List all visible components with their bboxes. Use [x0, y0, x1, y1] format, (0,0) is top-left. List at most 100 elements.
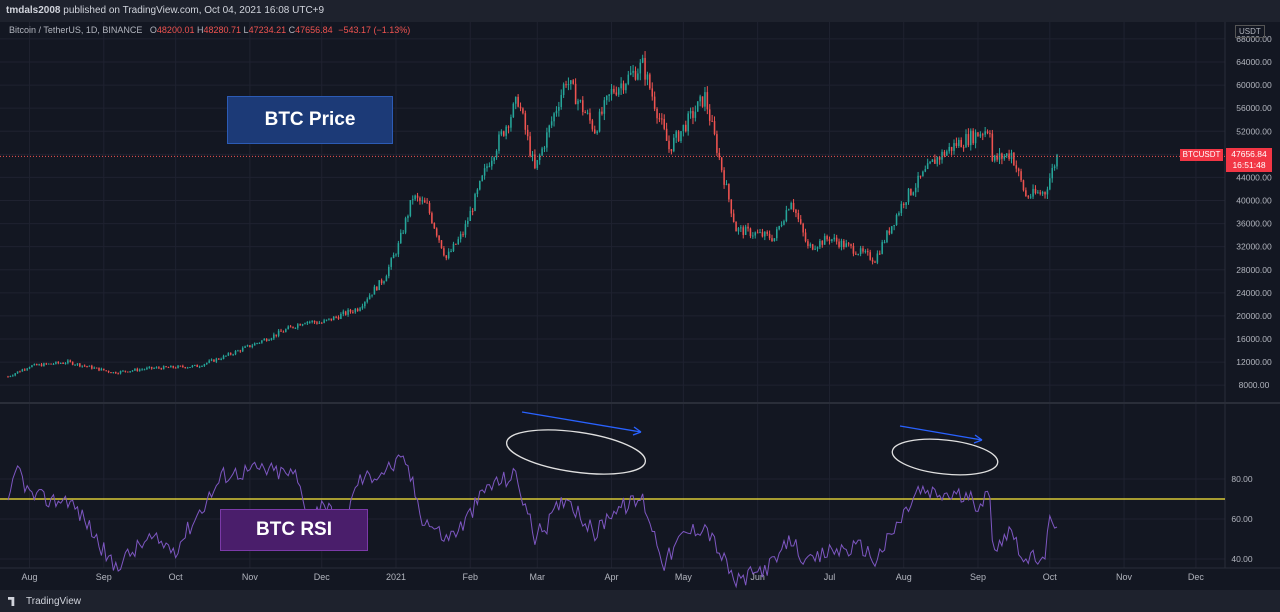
rsi-line [7, 454, 1058, 589]
candle-up [538, 155, 541, 161]
candle-up [993, 155, 996, 161]
x-tick-label: Jun [750, 572, 765, 582]
candle-down [768, 233, 771, 239]
candle-up [625, 83, 627, 91]
candle-up [680, 131, 682, 142]
candle-down [826, 236, 828, 240]
tradingview-logo[interactable]: TradingView [8, 596, 81, 607]
candle-down [685, 124, 687, 132]
currency-unit[interactable]: USDT [1235, 25, 1265, 38]
candle-down [852, 245, 855, 254]
candle-down [835, 237, 838, 242]
author-name[interactable]: tmdals2008 [6, 5, 61, 16]
y-tick-label: 56000.00 [1236, 103, 1272, 113]
candle-up [206, 362, 208, 365]
candle-up [754, 232, 757, 236]
divergence-ellipse[interactable] [891, 435, 1000, 480]
candle-up [931, 159, 934, 162]
candle-down [874, 261, 876, 263]
price-annotation[interactable]: BTC Price [227, 96, 393, 144]
divergence-arrow[interactable] [521, 411, 642, 433]
candle-up [450, 251, 452, 253]
candle-up [399, 232, 402, 244]
candle-down [462, 234, 464, 236]
candle-down [843, 240, 845, 248]
candle-up [787, 209, 790, 211]
candle-down [280, 330, 282, 332]
y-tick-label: 16000.00 [1236, 334, 1272, 344]
candle-down [435, 228, 438, 236]
candle-up [237, 350, 239, 352]
candle-down [522, 108, 524, 114]
candle-down [292, 326, 294, 328]
candle-up [88, 365, 91, 367]
candle-down [1015, 165, 1018, 169]
candle-up [251, 345, 254, 347]
candle-up [14, 373, 16, 376]
divergence-arrow[interactable] [899, 425, 983, 441]
candle-up [1029, 196, 1032, 198]
candle-up [1046, 189, 1049, 195]
candle-down [761, 232, 764, 237]
candle-up [270, 338, 273, 340]
candle-up [536, 160, 539, 169]
y-tick-label: 28000.00 [1236, 265, 1272, 275]
candle-down [962, 147, 965, 149]
y-tick-label: 44000.00 [1236, 172, 1272, 182]
candle-up [232, 354, 234, 356]
candle-down [57, 361, 60, 364]
candle-up [469, 210, 472, 221]
chart-svg[interactable]: Aug Sep Oct Nov Dec 2021 Feb Mar Apr May Jun Jul Aug… [0, 22, 1280, 604]
candle-up [112, 372, 115, 374]
candle-up [577, 100, 579, 105]
candle-up [263, 338, 266, 341]
candle-up [675, 131, 677, 138]
candle-down [977, 132, 979, 137]
candle-up [411, 199, 414, 201]
candle-down [517, 96, 519, 107]
candle-up [294, 327, 297, 329]
candle-up [893, 225, 895, 227]
chart-area[interactable]: Aug Sep Oct Nov Dec 2021 Feb Mar Apr May Jun Jul Aug… [0, 22, 1280, 604]
candle-up [1032, 188, 1034, 197]
candle-up [395, 254, 397, 256]
candle-up [857, 254, 859, 256]
candle-up [907, 188, 910, 203]
candle-down [91, 365, 93, 369]
candle-up [138, 369, 141, 371]
candle-down [1044, 192, 1046, 195]
candle-down [50, 363, 52, 365]
rsi-annotation[interactable]: BTC RSI [220, 509, 368, 551]
candle-up [220, 358, 222, 360]
candle-down [658, 118, 661, 120]
candle-up [498, 134, 500, 151]
candle-down [919, 175, 922, 177]
candle-down [507, 126, 510, 128]
candle-up [979, 134, 982, 137]
candle-up [845, 243, 848, 248]
candle-up [491, 160, 493, 167]
candle-up [531, 154, 534, 156]
candle-up [814, 248, 816, 250]
candle-down [213, 359, 215, 362]
candle-up [467, 220, 469, 225]
candle-up [1049, 178, 1051, 190]
candle-up [464, 224, 467, 235]
candle-up [562, 84, 565, 95]
candle-down [732, 213, 735, 222]
candle-down [847, 243, 850, 245]
divergence-ellipse[interactable] [504, 422, 648, 481]
candle-down [756, 232, 759, 234]
candle-up [764, 231, 766, 237]
candle-down [613, 88, 615, 93]
candle-up [905, 202, 907, 205]
candle-down [701, 96, 704, 107]
candle-up [122, 370, 124, 372]
last-price: 47656.84 [1231, 149, 1267, 159]
candle-down [160, 368, 163, 370]
candle-down [677, 131, 680, 142]
candle-up [253, 343, 256, 346]
candle-up [215, 358, 218, 362]
candle-up [608, 94, 610, 96]
candle-down [1008, 153, 1010, 159]
